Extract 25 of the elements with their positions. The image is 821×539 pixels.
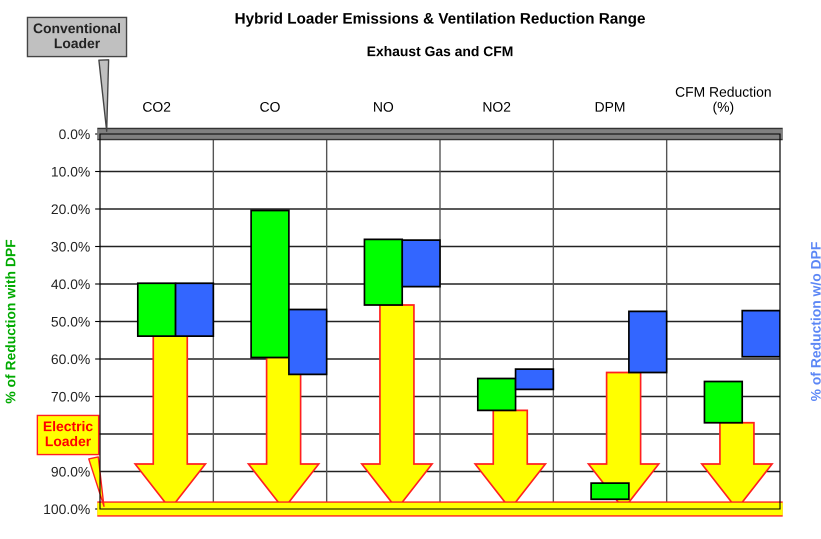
y-tick-label: 90.0% [52,466,90,477]
y2-axis-title: % of Reduction w/o DPF [810,242,821,402]
x-tick-label: CFM Reduction (%) [676,86,771,115]
ref-line-label: Electric Loader [44,421,93,446]
ref-line-label: Conventional Loader [34,23,120,48]
x-tick-label: NO2 [484,102,510,112]
y-tick-label: 20.0% [52,204,90,214]
x-tick-label: CO [260,102,280,112]
bar [628,310,668,374]
y-tick-label: 10.0% [52,166,90,177]
y-axis-title: % of Reduction with DPF [5,240,16,404]
x-tick-label: NO [374,102,394,112]
y-tick-label: 0.0% [59,129,90,140]
y-tick-label: 70.0% [52,392,90,402]
x-tick-label: DPM [596,102,624,112]
y-tick-label: 30.0% [51,242,90,252]
bar [704,380,744,424]
y-tick-label: 60.0% [52,354,90,364]
bar [590,482,630,500]
y-tick-label: 40.0% [51,279,90,290]
x-tick-label: CO2 [143,102,170,112]
x-axis-title: Exhaust Gas and CFM [368,46,512,56]
chart-title: Hybrid Loader Emissions & Ventilation Reduction Range [236,12,645,27]
y-tick-label: 100.0% [44,504,90,514]
y-tick-label: 50.0% [51,316,90,327]
